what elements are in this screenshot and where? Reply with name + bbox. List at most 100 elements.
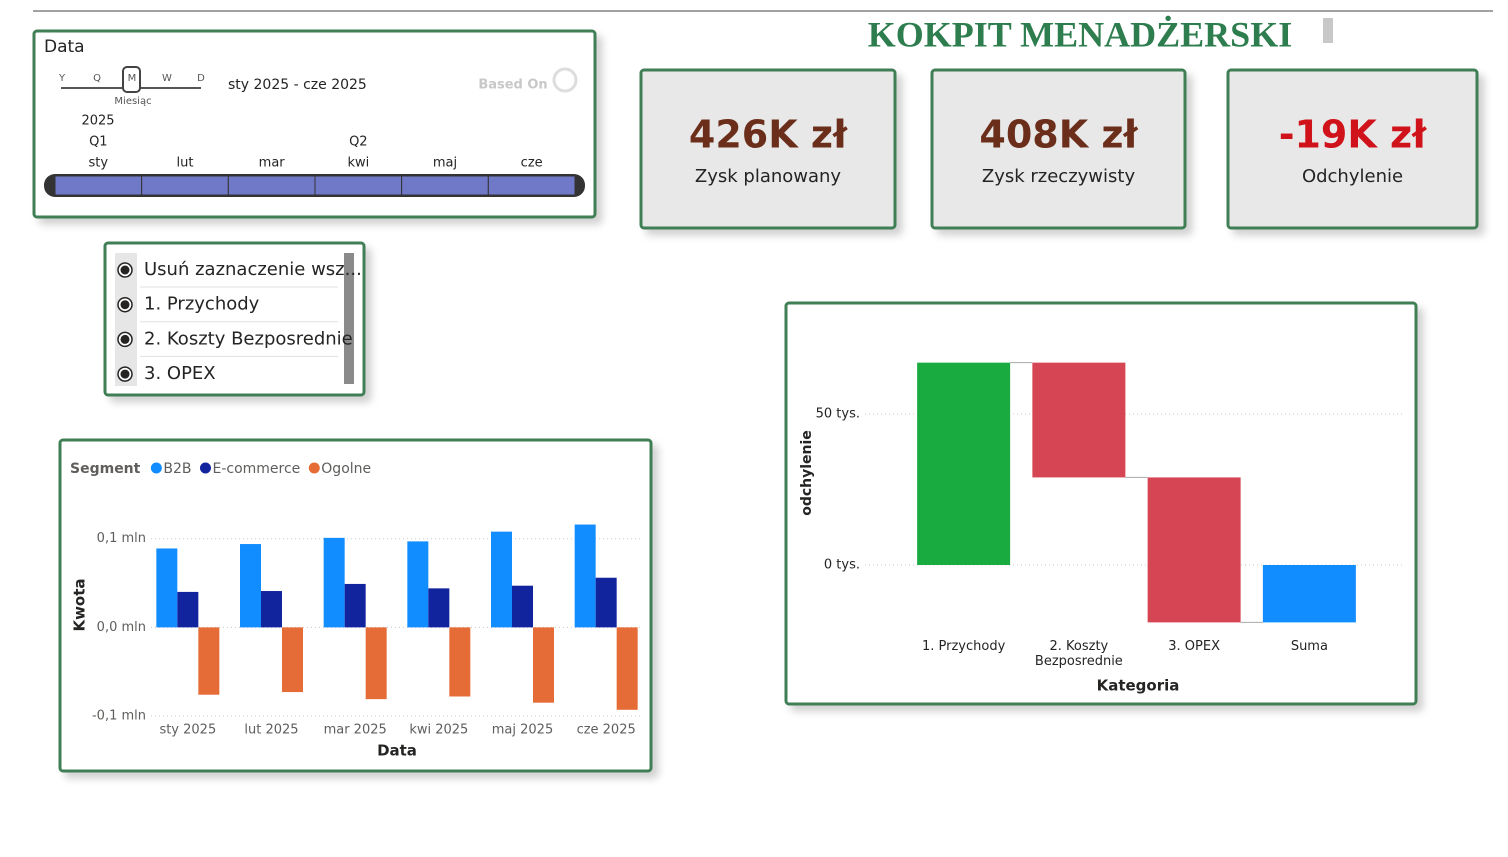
timeline-cell[interactable]: [227, 175, 316, 196]
slicer-item[interactable]: 2. Koszty Bezposrednie: [144, 328, 353, 349]
radio-dot: [120, 265, 130, 275]
x-tick-label-box: 1. Przychody: [921, 639, 1006, 654]
timeline-panel: [32, 29, 597, 219]
waterfall-bar: [1262, 565, 1356, 623]
month-label: maj: [433, 156, 457, 171]
logo: Based On: [478, 78, 547, 93]
x-axis-title: Data: [377, 742, 417, 760]
granularity-label[interactable]: W: [162, 73, 172, 84]
slicer-gutter: [115, 253, 137, 386]
month-label: cze: [521, 156, 543, 171]
bar: [344, 583, 366, 628]
timeline-year: 2025: [81, 114, 114, 129]
slicer-scrollbar[interactable]: [344, 253, 354, 384]
y-tick-label: 50 tys.: [816, 407, 860, 422]
bar: [240, 544, 261, 628]
bar: [282, 627, 303, 693]
x-tick-label: 2. Koszty Bezposrednie: [1034, 639, 1123, 669]
granularity-label[interactable]: D: [197, 73, 205, 84]
slicer-item[interactable]: 3. OPEX: [144, 363, 216, 384]
kpi-label: Zysk planowany: [695, 166, 842, 187]
bar: [616, 627, 638, 710]
granularity-label[interactable]: Y: [58, 73, 66, 84]
title-marker: [1323, 18, 1333, 43]
radio-dot: [120, 300, 130, 310]
timeline-cell[interactable]: [141, 175, 229, 196]
granularity-selected: Miesiąc: [114, 96, 151, 107]
x-tick-label: kwi 2025: [409, 723, 468, 738]
timeline-cell[interactable]: [401, 175, 489, 196]
kpi-card: [639, 68, 897, 230]
x-axis-title: Kategoria: [1097, 677, 1180, 695]
x-tick-label: Suma: [1290, 639, 1328, 654]
x-tick-label-box: 3. OPEX: [1168, 639, 1220, 654]
bar: [198, 627, 220, 695]
month-label: mar: [259, 156, 286, 171]
x-tick-label: cze 2025: [577, 723, 636, 738]
slicer-item[interactable]: 1. Przychody: [144, 294, 260, 315]
granularity-label[interactable]: M: [128, 73, 137, 84]
kpi-value: 426K zł: [689, 113, 848, 157]
y-tick-label: 0,0 mln: [97, 620, 146, 635]
bar: [533, 627, 554, 703]
legend-label[interactable]: B2B: [163, 461, 191, 477]
timeline-cell[interactable]: [314, 175, 403, 196]
bar: [177, 591, 199, 628]
x-tick-label: 1. Przychody: [921, 639, 1006, 654]
bar: [323, 537, 345, 628]
legend-marker: [308, 462, 320, 474]
timeline-range: sty 2025 - cze 2025: [228, 77, 367, 93]
legend-marker: [150, 462, 162, 474]
legend-title: Segment: [70, 461, 141, 477]
kpi-card: [1226, 68, 1479, 230]
waterfall-bar: [917, 362, 1011, 565]
x-tick-label: lut 2025: [244, 723, 298, 738]
x-tick-label-box: 2. Koszty Bezposrednie: [1034, 639, 1123, 669]
month-label: sty: [89, 156, 109, 171]
radio-dot: [120, 334, 130, 344]
bar: [407, 541, 429, 628]
timeline-cell[interactable]: [487, 175, 576, 196]
timeline-title: Data: [44, 37, 85, 57]
timeline-cell[interactable]: [54, 175, 143, 196]
cards: 426K zł Zysk planowany 408K zł Zysk rzeczyw…: [639, 68, 1479, 230]
x-tick-label: mar 2025: [324, 723, 387, 738]
kpi-label: Zysk rzeczywisty: [982, 166, 1136, 187]
kpi-value: -19K zł: [1279, 113, 1427, 157]
bar: [156, 548, 178, 628]
bar: [574, 524, 596, 628]
radio-dot: [120, 369, 130, 379]
slicer-item[interactable]: Usuń zaznaczenie wsz...: [144, 259, 362, 280]
bar: [365, 627, 387, 700]
quarter-label: Q1: [89, 135, 108, 150]
bar: [595, 577, 617, 628]
bar: [449, 627, 471, 697]
quarter-label: Q2: [349, 135, 368, 150]
kpi-card: [930, 68, 1187, 230]
kpi-label: Odchylenie: [1302, 166, 1403, 187]
granularity-selector[interactable]: [122, 66, 141, 93]
y-tick-label: -0,1 mln: [92, 709, 146, 724]
waterfall-bar: [1147, 477, 1241, 623]
y-tick-label: 0 tys.: [824, 558, 860, 573]
x-tick-label: 3. OPEX: [1168, 639, 1220, 654]
legend-marker: [199, 462, 211, 474]
slicer-list: Usuń zaznaczenie wsz... 1. Przychody 2. Ko…: [117, 259, 362, 384]
kpi-value: 408K zł: [979, 113, 1138, 157]
bar: [428, 588, 450, 628]
waterfall-bar: [1032, 362, 1126, 478]
y-axis-title: odchylenie: [799, 430, 815, 516]
bar: [491, 531, 512, 628]
granularity-label[interactable]: Q: [93, 73, 101, 84]
y-tick-label: 0,1 mln: [97, 531, 146, 546]
month-label: lut: [177, 156, 194, 171]
x-tick-label-box: Suma: [1290, 639, 1328, 654]
x-tick-label: maj 2025: [492, 723, 553, 738]
legend-label[interactable]: E-commerce: [212, 461, 300, 477]
legend-label[interactable]: Ogolne: [321, 461, 371, 477]
x-tick-label: sty 2025: [159, 723, 216, 738]
y-axis-title: Kwota: [71, 578, 89, 631]
bar-chart: -0,1 mln 0,0 mln 0,1 mln sty 2025 lut 2025 ma…: [70, 461, 643, 760]
